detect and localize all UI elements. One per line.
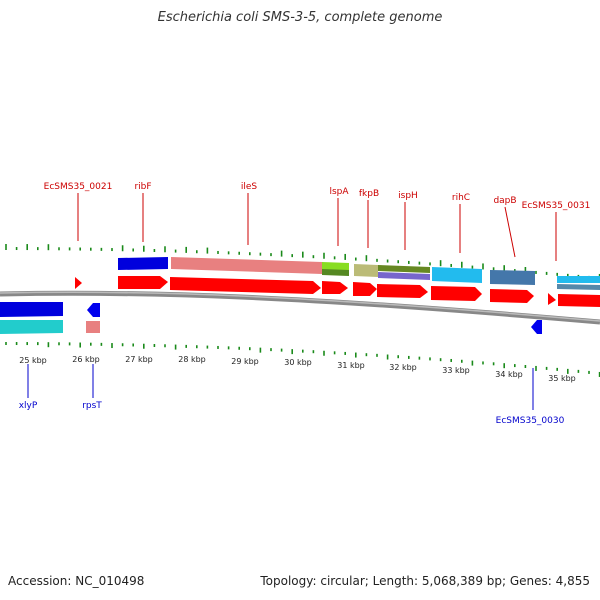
scale-label: 33 kbp: [442, 366, 470, 375]
cds-arrow-lspa: [322, 281, 348, 294]
gene-label: EcSMS35_0030: [496, 416, 565, 426]
scale-label: 26 kbp: [72, 355, 100, 364]
scale-label: 35 kbp: [548, 374, 576, 383]
scale-label: 30 kbp: [284, 358, 312, 367]
feature-block-0031: [557, 276, 600, 283]
feature-block-xlyp: [0, 302, 63, 317]
feature-block-xlyp-2: [0, 320, 63, 334]
scale-label: 28 kbp: [178, 355, 206, 364]
cds-arrow-0030-fwd: [548, 293, 556, 305]
cds-arrow-rpst: [87, 303, 100, 317]
scale-label: 34 kbp: [495, 370, 523, 379]
scale-label: 32 kbp: [389, 363, 417, 372]
scale-labels: 25 kbp 26 kbp 27 kbp 28 kbp 29 kbp 30 kb…: [19, 355, 576, 383]
gene-label: ispH: [398, 191, 418, 201]
map-title: Escherichia coli SMS-3-5, complete genom…: [157, 10, 443, 25]
feature-block-isph-2: [378, 272, 430, 280]
gene-label: rihC: [452, 193, 470, 203]
feature-block-lspa-2: [322, 269, 349, 276]
label-leaders: [27, 193, 557, 410]
feature-color-row-forward: [118, 257, 600, 290]
feature-block-rpst: [86, 321, 100, 333]
gene-label: fkpB: [359, 189, 379, 199]
cds-arrow-iles: [170, 277, 321, 294]
gene-labels-reverse: xlyP rpsT EcSMS35_0030: [19, 401, 565, 426]
gene-label: dapB: [493, 196, 516, 206]
cds-arrow-0021: [75, 277, 82, 289]
gene-label: ileS: [241, 182, 258, 192]
cds-arrow-ribf: [118, 276, 168, 289]
scale-label: 29 kbp: [231, 357, 259, 366]
cds-arrow-0030: [531, 320, 542, 334]
scale-label: 27 kbp: [125, 355, 153, 364]
gene-label: EcSMS35_0021: [44, 182, 113, 192]
gene-label: lspA: [329, 187, 349, 197]
cds-row-reverse: [0, 302, 542, 334]
gene-label: xlyP: [19, 401, 38, 411]
cds-arrow-fkpb: [353, 282, 377, 296]
feature-block-ribf: [118, 257, 168, 270]
feature-block-isph: [378, 265, 430, 273]
gc-ticks-lower: [5, 342, 600, 377]
genome-backbone: [0, 290, 600, 325]
scale-label: 25 kbp: [19, 356, 47, 365]
feature-block-iles: [171, 257, 322, 274]
feature-block-fkpb: [354, 264, 378, 277]
cds-arrow-dapb: [490, 289, 534, 303]
gene-label: EcSMS35_0031: [522, 201, 591, 211]
cds-arrow-0031: [558, 294, 600, 307]
gene-labels-forward: EcSMS35_0021 ribF ileS lspA fkpB ispH ri…: [44, 182, 591, 211]
feature-block-0031-2: [557, 284, 600, 290]
genome-stats-text: Topology: circular; Length: 5,068,389 bp…: [260, 574, 590, 588]
gc-ticks-upper: [5, 244, 600, 280]
accession-text: Accession: NC_010498: [8, 574, 145, 588]
cds-arrow-rihc: [431, 286, 482, 301]
feature-block-dapb: [490, 270, 535, 285]
gene-label: ribF: [134, 182, 151, 192]
cds-arrow-isph: [377, 284, 428, 298]
gene-label: rpsT: [82, 401, 102, 411]
scale-label: 31 kbp: [337, 361, 365, 370]
feature-block-rihc: [432, 267, 482, 283]
